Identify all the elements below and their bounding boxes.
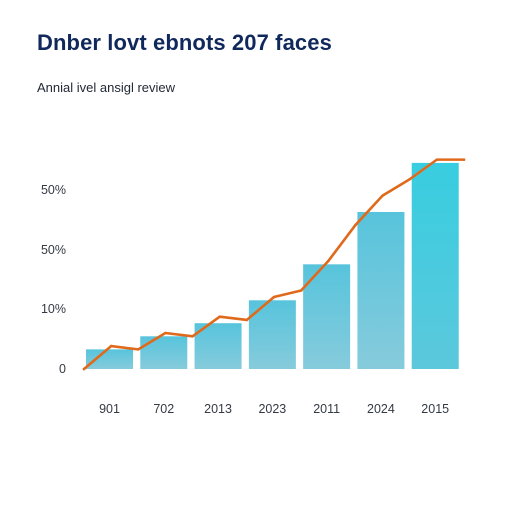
x-axis-tick-labels: 901 702 2013 2023 2011 2024 2015 — [99, 402, 449, 416]
x-tick-label: 2013 — [204, 402, 232, 416]
y-axis-tick-labels: 0 10% 50% 50% — [41, 183, 66, 376]
trend-point-4 — [191, 334, 194, 338]
trend-point-14 — [462, 158, 466, 161]
bar-901 — [86, 349, 133, 369]
trend-point-1 — [109, 344, 113, 348]
trend-point-5 — [218, 315, 222, 318]
y-tick-label: 0 — [59, 362, 66, 376]
y-tick-label: 50% — [41, 243, 66, 257]
chart-title: Dnber lovt ebnots 207 faces — [37, 30, 332, 55]
trend-line-series — [82, 158, 466, 371]
bar-2024 — [357, 211, 405, 369]
chart-subtitle: Annial ivel ansigl review — [37, 80, 176, 95]
x-tick-label: 702 — [153, 402, 174, 416]
bar-2013 — [194, 323, 242, 369]
x-tick-label: 2015 — [421, 402, 449, 416]
bar-series — [86, 162, 459, 369]
x-tick-label: 2024 — [367, 402, 395, 416]
trend-point-3 — [164, 331, 167, 335]
y-tick-label: 50% — [41, 183, 66, 197]
trend-point-6 — [245, 318, 249, 322]
trend-point-9 — [326, 259, 330, 263]
x-tick-label: 901 — [99, 402, 120, 416]
trend-point-8 — [299, 289, 303, 292]
trend-point-2 — [136, 348, 140, 351]
x-tick-label: 2023 — [258, 402, 286, 416]
trend-point-12 — [408, 177, 412, 181]
trend-point-7 — [272, 295, 276, 299]
trend-point-10 — [354, 223, 357, 227]
y-tick-label: 10% — [41, 302, 66, 316]
x-tick-label: 2011 — [313, 402, 340, 416]
bar-2011 — [303, 264, 351, 369]
trend-point-0 — [82, 367, 86, 371]
bar-702 — [140, 336, 188, 369]
trend-point-11 — [381, 194, 384, 197]
bar-2015 — [411, 162, 459, 369]
trend-point-13 — [435, 158, 439, 161]
